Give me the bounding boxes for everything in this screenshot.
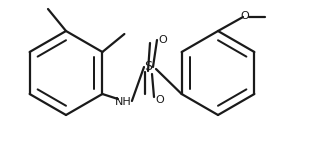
Text: S: S <box>144 60 152 73</box>
Text: O: O <box>159 35 167 45</box>
Text: NH: NH <box>115 97 131 107</box>
Text: O: O <box>241 11 249 21</box>
Text: O: O <box>156 95 164 105</box>
